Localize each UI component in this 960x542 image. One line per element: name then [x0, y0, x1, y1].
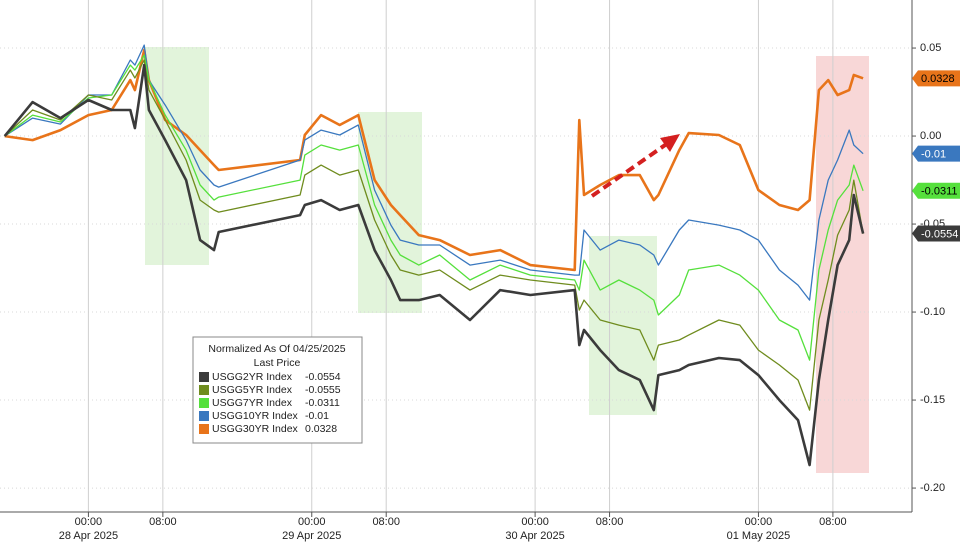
tag-label: 0.0328	[921, 73, 955, 85]
tag-label: -0.0554	[921, 228, 958, 240]
tag-box	[912, 145, 960, 162]
grid	[0, 0, 912, 512]
highlight-red	[816, 56, 869, 473]
tag-box	[912, 182, 960, 199]
arrow-shaft	[590, 141, 670, 198]
x-tick-label: 00:00	[75, 516, 103, 528]
legend-value: -0.0311	[305, 397, 340, 409]
tag-label: -0.0311	[921, 186, 958, 198]
trend-arrow	[590, 134, 680, 198]
y-tick-label: 0.00	[920, 130, 941, 142]
y-tick-label: 0.05	[920, 42, 941, 54]
series-line	[4, 59, 864, 411]
x-tick-label: 08:00	[149, 516, 177, 528]
date-label: 29 Apr 2025	[282, 530, 341, 542]
x-tick-label: 08:00	[596, 516, 624, 528]
legend-swatch	[199, 424, 209, 434]
legend-box	[192, 336, 363, 444]
x-tick-label: 00:00	[298, 516, 326, 528]
legend-value: 0.0328	[305, 423, 337, 435]
legend-swatch	[199, 372, 209, 382]
x-tick-label: 08:00	[372, 516, 400, 528]
legend-swatch	[199, 385, 209, 395]
legend-value: -0.01	[305, 410, 329, 422]
legend-subtitle: Last Price	[254, 357, 301, 369]
x-tick-label: 00:00	[521, 516, 549, 528]
date-label: 28 Apr 2025	[59, 530, 118, 542]
legend-label: USGG10YR Index	[212, 410, 299, 422]
x-tick-label: 00:00	[745, 516, 773, 528]
legend-label: USGG2YR Index	[212, 371, 293, 383]
lines	[3, 44, 865, 467]
legend-value: -0.0555	[305, 384, 341, 396]
highlights	[145, 47, 869, 473]
legend-value: -0.0554	[305, 371, 341, 383]
legend-swatch	[199, 411, 209, 421]
series-line	[4, 54, 864, 361]
y-tick-label: -0.15	[920, 394, 945, 406]
legend: Normalized As Of 04/25/2025 Last Price U…	[192, 336, 363, 444]
legend-label: USGG7YR Index	[212, 397, 293, 409]
legend-label: USGG30YR Index	[212, 423, 299, 435]
tag-box	[912, 70, 960, 87]
y-tick-label: -0.10	[920, 306, 945, 318]
highlight-green	[358, 112, 422, 313]
tag-box	[912, 225, 960, 242]
legend-swatch	[199, 398, 209, 408]
series-line	[3, 63, 865, 467]
y-tick-label: -0.20	[920, 482, 945, 494]
date-label: 01 May 2025	[727, 530, 791, 542]
date-label: 30 Apr 2025	[505, 530, 564, 542]
legend-items: USGG2YR Index -0.0554 USGG5YR Index -0.0555…	[199, 371, 341, 435]
last-price-tags: -0.0554 -0.0311 -0.01 0.0328	[912, 70, 960, 242]
tag-label: -0.01	[921, 149, 946, 161]
x-tick-label: 08:00	[819, 516, 847, 528]
legend-title: Normalized As Of 04/25/2025	[208, 343, 345, 355]
legend-label: USGG5YR Index	[212, 384, 293, 396]
arrow-head	[660, 134, 680, 152]
